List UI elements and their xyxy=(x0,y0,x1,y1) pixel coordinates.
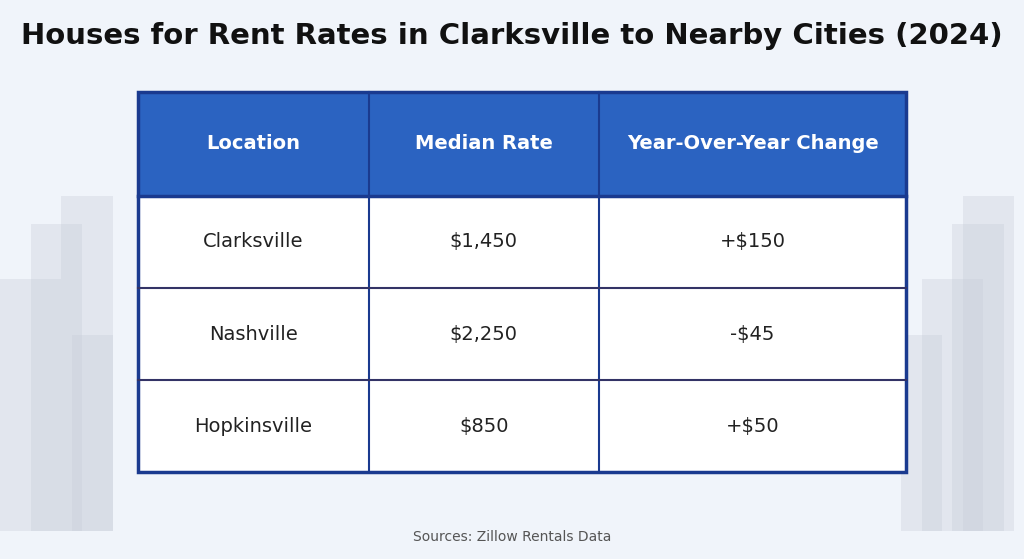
Text: Year-Over-Year Change: Year-Over-Year Change xyxy=(627,135,879,153)
Text: Location: Location xyxy=(207,135,300,153)
Bar xyxy=(922,280,983,531)
Text: +$50: +$50 xyxy=(726,417,779,435)
Text: Median Rate: Median Rate xyxy=(415,135,553,153)
Bar xyxy=(31,224,82,531)
Text: $850: $850 xyxy=(459,417,509,435)
Bar xyxy=(0,280,61,531)
Bar xyxy=(61,196,113,531)
Text: -$45: -$45 xyxy=(730,325,775,343)
Bar xyxy=(138,92,906,196)
Text: +$150: +$150 xyxy=(720,233,785,251)
Bar xyxy=(138,92,906,472)
Text: $1,450: $1,450 xyxy=(450,233,518,251)
Text: $2,250: $2,250 xyxy=(450,325,518,343)
Text: Sources: Zillow Rentals Data: Sources: Zillow Rentals Data xyxy=(413,529,611,544)
Bar xyxy=(963,196,1014,531)
Bar xyxy=(952,224,1004,531)
Text: Clarksville: Clarksville xyxy=(203,233,304,251)
Text: Hopkinsville: Hopkinsville xyxy=(195,417,312,435)
Bar xyxy=(901,335,942,531)
Text: Houses for Rent Rates in Clarksville to Nearby Cities (2024): Houses for Rent Rates in Clarksville to … xyxy=(22,22,1002,50)
Text: Nashville: Nashville xyxy=(209,325,298,343)
Bar xyxy=(72,335,113,531)
Bar xyxy=(138,92,906,472)
